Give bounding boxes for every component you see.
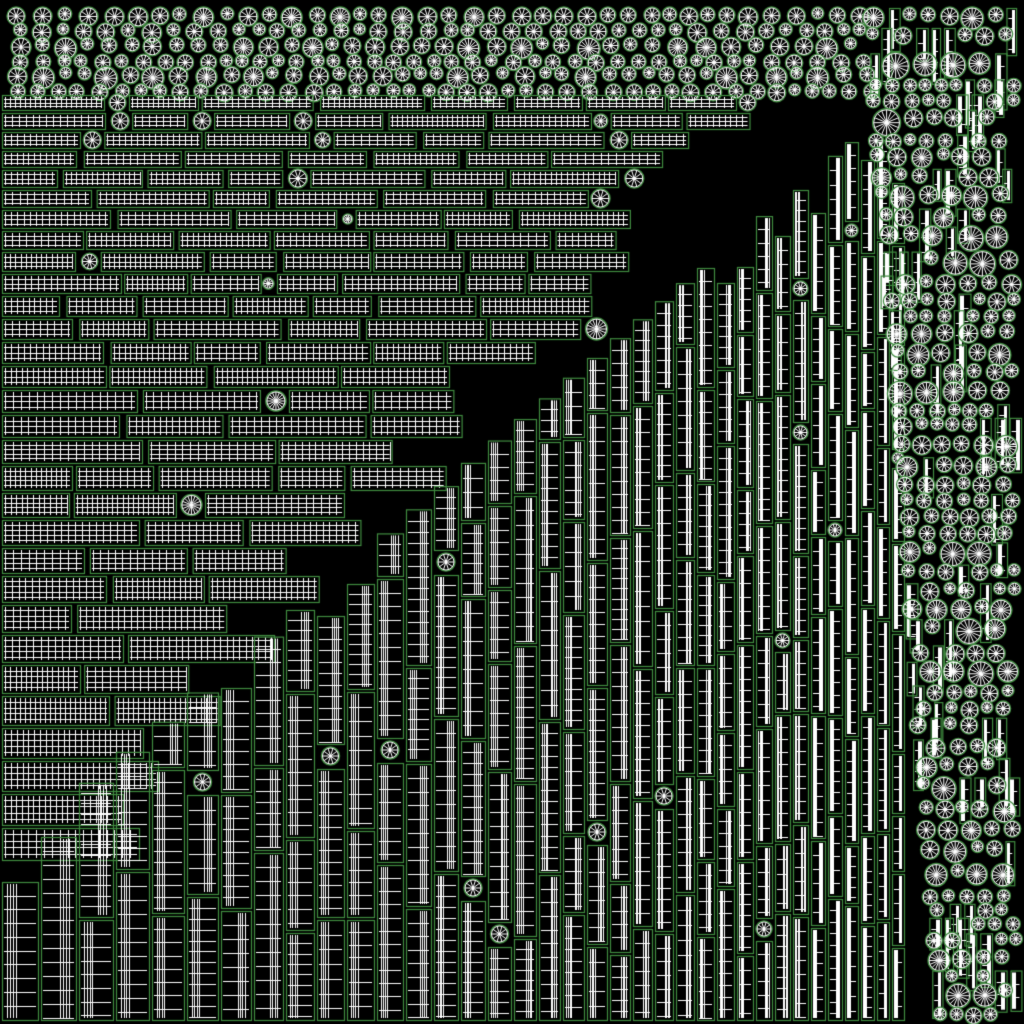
- uv-layout-canvas: [0, 0, 1024, 1024]
